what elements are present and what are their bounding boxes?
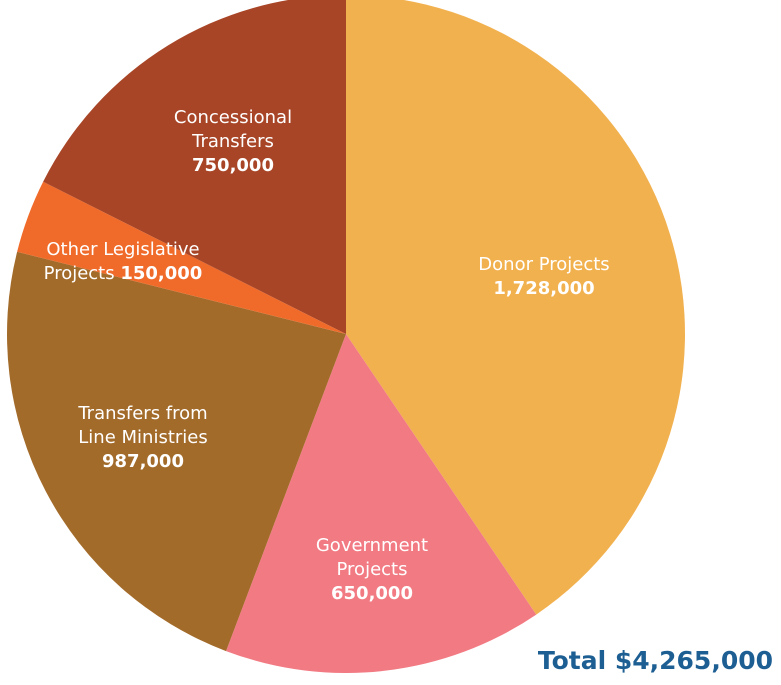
slice-label: Concessional Transfers 750,000 bbox=[174, 107, 292, 176]
pie-slice bbox=[7, 251, 346, 652]
slice-label: Other Legislative Projects 150,000 bbox=[44, 239, 203, 284]
pie-slice bbox=[17, 181, 347, 334]
slice-value: 750,000 bbox=[192, 155, 274, 176]
slice-label: Transfers from Line Ministries 987,000 bbox=[77, 403, 207, 472]
slice-value: 1,728,000 bbox=[493, 278, 594, 299]
slice-value: 987,000 bbox=[102, 451, 184, 472]
pie-slice bbox=[226, 334, 537, 674]
slice-label: Government Projects 650,000 bbox=[316, 535, 428, 604]
slice-label: Donor Projects 1,728,000 bbox=[478, 254, 609, 299]
pie-slice bbox=[43, 0, 346, 334]
slice-value: 150,000 bbox=[120, 263, 202, 284]
pie-slice bbox=[346, 0, 685, 615]
slice-value: 650,000 bbox=[331, 583, 413, 604]
total-label: Total $4,265,000 bbox=[537, 646, 773, 675]
